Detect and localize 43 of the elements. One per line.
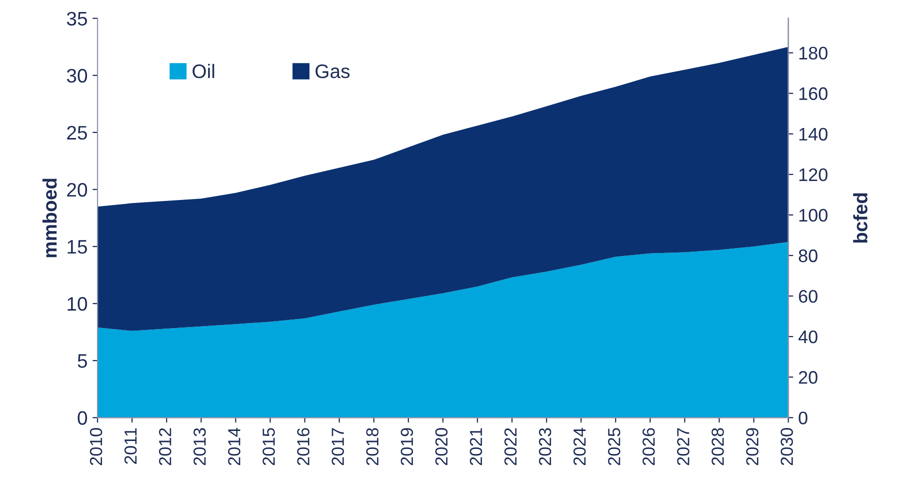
x-tick-label: 2025 — [608, 428, 620, 466]
x-tick-label: 2015 — [262, 428, 275, 466]
x-tick-label: 2030 — [780, 428, 793, 466]
y2-axis-title: bcfed — [853, 193, 868, 243]
x-tick-label: 2027 — [677, 428, 690, 466]
y-tick-label: 25 — [67, 126, 87, 140]
x-tick-label: 2013 — [194, 428, 206, 466]
x-tick-label: 2026 — [642, 428, 655, 466]
x-tick-label: 2019 — [400, 428, 414, 466]
y-tick-label: 35 — [66, 12, 87, 26]
x-tick-label: 2010 — [90, 428, 102, 466]
y-axis-title: mmboed — [42, 178, 57, 258]
x-tick-label: 2014 — [228, 428, 240, 466]
x-tick-label: 2016 — [297, 428, 310, 466]
y2-tick-label: 80 — [798, 249, 818, 262]
y-tick-label: 5 — [78, 354, 87, 368]
x-tick-label: 2029 — [746, 428, 758, 466]
y-tick-label: 30 — [66, 68, 88, 83]
legend-label: Gas — [316, 64, 350, 78]
y2-tick-label: 20 — [798, 371, 818, 384]
x-tick-label: 2018 — [366, 428, 378, 466]
y2-tick-label: 120 — [799, 168, 828, 182]
x-tick-label: 2011 — [124, 428, 137, 464]
y2-tick-label: 0 — [798, 412, 808, 424]
x-tick-label: 2028 — [712, 428, 724, 466]
x-tick-label: 2012 — [158, 428, 172, 466]
y2-tick-label: 180 — [799, 46, 828, 60]
y-tick-label: 15 — [68, 240, 87, 254]
y2-tick-label: 160 — [799, 87, 828, 100]
x-tick-label: 2024 — [573, 428, 586, 466]
x-tick-label: 2021 — [470, 428, 482, 466]
y-tick-label: 0 — [78, 411, 88, 425]
x-tick-label: 2023 — [538, 428, 552, 466]
y2-tick-label: 140 — [799, 128, 828, 141]
y-tick-label: 20 — [67, 182, 88, 197]
y2-tick-label: 100 — [799, 208, 828, 222]
y2-tick-label: 60 — [798, 290, 818, 303]
y2-tick-label: 40 — [798, 330, 818, 344]
x-tick-label: 2022 — [504, 428, 517, 466]
y-tick-label: 10 — [68, 297, 88, 311]
x-tick-label: 2017 — [332, 428, 344, 466]
legend-label: Oil — [192, 64, 214, 78]
x-tick-label: 2020 — [435, 428, 448, 466]
